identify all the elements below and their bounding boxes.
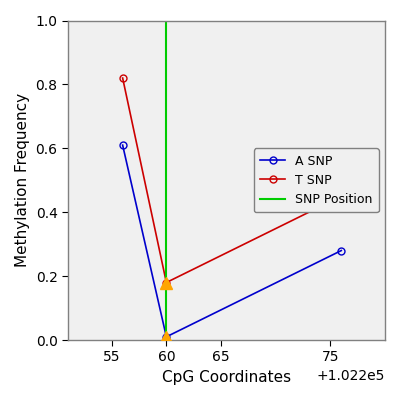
T SNP bbox=[120, 76, 125, 80]
A SNP bbox=[164, 334, 169, 339]
Legend: A SNP, T SNP, SNP Position: A SNP, T SNP, SNP Position bbox=[254, 148, 379, 212]
T SNP bbox=[164, 280, 169, 285]
Line: A SNP: A SNP bbox=[119, 142, 345, 340]
A SNP bbox=[120, 143, 125, 148]
A SNP bbox=[339, 248, 344, 253]
Line: T SNP: T SNP bbox=[119, 74, 345, 286]
Y-axis label: Methylation Frequency: Methylation Frequency bbox=[15, 93, 30, 267]
T SNP bbox=[339, 194, 344, 199]
X-axis label: CpG Coordinates: CpG Coordinates bbox=[162, 370, 291, 385]
